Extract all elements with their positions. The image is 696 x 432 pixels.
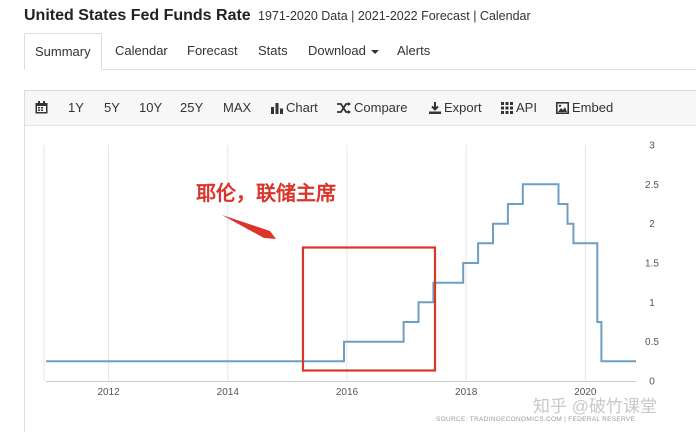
- range-5y-button[interactable]: 5Y: [104, 100, 120, 115]
- tab-calendar[interactable]: Calendar: [115, 43, 168, 58]
- embed-button-label: Embed: [572, 100, 614, 115]
- tab-download-label: Download: [308, 43, 366, 58]
- y-tick-label: 2: [649, 219, 655, 230]
- chart-series: [46, 183, 636, 363]
- tab-alerts[interactable]: Alerts: [397, 43, 431, 58]
- tab-bar: Summary Calendar Forecast Stats Download…: [24, 33, 696, 70]
- tab-download[interactable]: Download: [308, 33, 379, 68]
- shuffle-icon: [337, 102, 351, 114]
- tab-stats[interactable]: Stats: [258, 43, 288, 58]
- export-button-label: Export: [444, 100, 482, 115]
- calendar-icon[interactable]: [35, 100, 51, 115]
- y-tick-label: 1.5: [645, 259, 659, 270]
- y-tick-label: 0: [649, 377, 655, 388]
- api-button-label: API: [516, 100, 537, 115]
- y-tick-label: 1: [649, 298, 655, 309]
- annotation-text: 耶伦，联储主席: [196, 183, 336, 205]
- chart-button[interactable]: Chart: [271, 100, 318, 115]
- tab-summary[interactable]: Summary: [24, 33, 102, 70]
- annotation-arrow: [222, 215, 276, 239]
- page-header: United States Fed Funds Rate 1971-2020 D…: [0, 0, 696, 32]
- x-tick-label: 2014: [217, 387, 240, 398]
- caret-down-icon: [370, 49, 379, 54]
- zhihu-watermark: 知乎 @破竹课堂: [533, 397, 657, 416]
- download-icon: [429, 102, 441, 114]
- image-icon: [556, 102, 569, 114]
- x-tick-label: 2018: [455, 387, 478, 398]
- x-tick-label: 2016: [336, 387, 359, 398]
- y-tick-label: 2.5: [645, 180, 659, 191]
- export-button[interactable]: Export: [429, 100, 482, 115]
- x-tick-label: 2020: [574, 387, 597, 398]
- compare-button-label: Compare: [354, 100, 408, 115]
- x-tick-label: 2012: [97, 387, 120, 398]
- source-credit: SOURCE: TRADINGECONOMICS.COM | FEDERAL R…: [436, 416, 636, 423]
- bar-chart-icon: [271, 103, 283, 114]
- embed-button[interactable]: Embed: [556, 100, 613, 115]
- tab-forecast[interactable]: Forecast: [187, 43, 238, 58]
- chart-axis-labels: 2012 2014 2016 2018 2020 0 0.5 1 1.5 2 2.5 3: [97, 141, 659, 399]
- series-line: [46, 183, 636, 363]
- chart-button-label: Chart: [286, 100, 318, 115]
- chart-toolbar: 1Y 5Y 10Y 25Y MAX Chart Compare Export A…: [25, 91, 696, 126]
- range-1y-button[interactable]: 1Y: [68, 100, 84, 115]
- compare-button[interactable]: Compare: [337, 100, 407, 115]
- annotation-box: [301, 246, 437, 372]
- page-title: United States Fed Funds Rate: [24, 7, 251, 24]
- chart-gridlines: [43, 145, 636, 382]
- y-tick-label: 0.5: [645, 337, 659, 348]
- chart-panel: 1Y 5Y 10Y 25Y MAX Chart Compare Export A…: [24, 90, 696, 432]
- api-button[interactable]: API: [501, 100, 537, 115]
- range-25y-button[interactable]: 25Y: [180, 100, 204, 115]
- range-10y-button[interactable]: 10Y: [139, 100, 163, 115]
- y-tick-label: 3: [649, 141, 655, 152]
- grid-icon: [501, 102, 513, 114]
- range-max-button[interactable]: MAX: [223, 100, 252, 115]
- page-subtitle: 1971-2020 Data | 2021-2022 Forecast | Ca…: [258, 9, 531, 23]
